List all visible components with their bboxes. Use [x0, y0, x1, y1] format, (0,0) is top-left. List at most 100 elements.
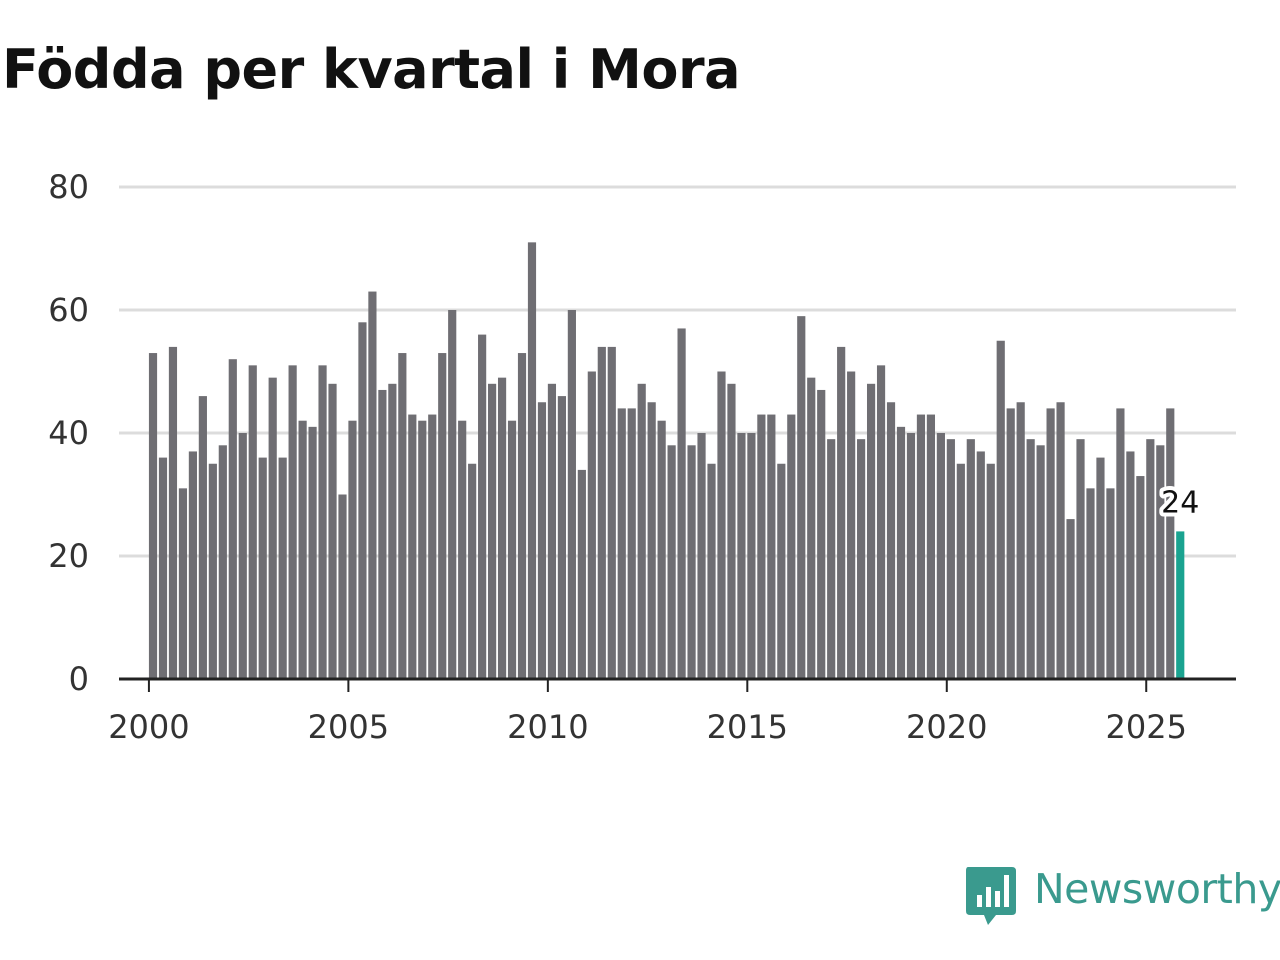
bar: [837, 346, 846, 679]
bar: [637, 383, 646, 679]
bar: [318, 365, 327, 679]
bar: [916, 414, 926, 679]
bar: [936, 433, 945, 679]
bar: [298, 420, 307, 679]
bar: [517, 353, 527, 679]
bar: [178, 488, 188, 679]
bar: [986, 463, 995, 679]
x-tick-label: 2000: [108, 708, 189, 746]
bar: [308, 426, 317, 679]
bar: [926, 414, 936, 679]
newsworthy-logo-text: Newsworthy: [1034, 865, 1280, 913]
bar: [328, 383, 337, 679]
bar: [1156, 445, 1165, 679]
bar: [557, 396, 566, 679]
bar: [1086, 488, 1095, 679]
bar: [577, 469, 586, 679]
bar: [398, 353, 407, 679]
bar: [627, 408, 636, 679]
bar: [866, 383, 876, 679]
bar: [1146, 439, 1155, 679]
x-tick-label: 2010: [507, 708, 588, 746]
y-axis-ticks: 0 20 40 60 80: [48, 168, 89, 698]
bar: [1036, 445, 1045, 679]
bar: [777, 463, 786, 679]
bar: [787, 414, 796, 679]
bar: [448, 310, 457, 679]
y-tick-label: 40: [48, 414, 89, 452]
bar: [158, 457, 168, 679]
bar: [617, 408, 626, 679]
bar: [258, 457, 267, 679]
bar: [238, 433, 247, 679]
bar: [946, 439, 955, 679]
bar: [1056, 402, 1065, 679]
bar: [847, 371, 856, 679]
bar: [537, 402, 547, 679]
bar: [468, 463, 477, 679]
bar: [378, 389, 387, 679]
bar: [1016, 402, 1025, 679]
bar: [208, 463, 217, 679]
bar: [817, 389, 826, 679]
bar: [966, 439, 975, 679]
bar: [886, 402, 896, 679]
bar: [667, 445, 676, 679]
bar: [228, 359, 237, 679]
y-tick-label: 20: [48, 537, 89, 575]
callout-halo: 24: [1161, 485, 1199, 520]
bar: [717, 371, 726, 679]
bar: [687, 445, 696, 679]
bar: [737, 433, 746, 679]
x-tick-label: 2005: [308, 708, 389, 746]
x-tick-label: 2015: [707, 708, 788, 746]
bar: [677, 328, 686, 679]
bar: [458, 420, 467, 679]
x-tick-label: 2025: [1106, 708, 1187, 746]
bar: [747, 433, 756, 679]
bar: [1166, 408, 1175, 679]
bar: [248, 365, 257, 679]
bar: [408, 414, 417, 679]
bar: [1066, 519, 1075, 679]
bar: [956, 463, 965, 679]
bar: [358, 322, 367, 679]
bar: [547, 383, 557, 679]
bar: [767, 414, 776, 679]
chart-title: Födda per kvartal i Mora: [2, 38, 741, 101]
y-tick-label: 80: [48, 168, 89, 206]
bar: [428, 414, 437, 679]
bar: [348, 420, 357, 679]
bar: [488, 383, 497, 679]
bar: [507, 420, 517, 679]
bar: [497, 377, 507, 679]
y-tick-label: 60: [48, 291, 89, 329]
bar: [1076, 439, 1085, 679]
x-tick-label: 2020: [906, 708, 987, 746]
bar: [707, 463, 716, 679]
bar: [218, 445, 227, 679]
bar: [268, 377, 277, 679]
bar: [827, 439, 836, 679]
x-axis-ticks: 2000 2005 2010 2015 2020 2025: [108, 679, 1187, 746]
bar: [1126, 451, 1135, 679]
bar: [278, 457, 287, 679]
bar: [996, 340, 1005, 679]
bar: [797, 316, 806, 679]
bar: [697, 433, 706, 679]
bar: [906, 433, 916, 679]
bar: [148, 353, 158, 679]
bar: [168, 346, 178, 679]
bar: [876, 365, 886, 679]
bar: [388, 383, 397, 679]
bar: [1106, 488, 1115, 679]
bar: [188, 451, 197, 679]
bar: [1096, 457, 1105, 679]
bar: [338, 494, 347, 679]
bar: [1136, 476, 1145, 679]
bar: [527, 242, 537, 679]
bar: [857, 439, 866, 679]
bar: [597, 346, 606, 679]
bar: [657, 420, 666, 679]
